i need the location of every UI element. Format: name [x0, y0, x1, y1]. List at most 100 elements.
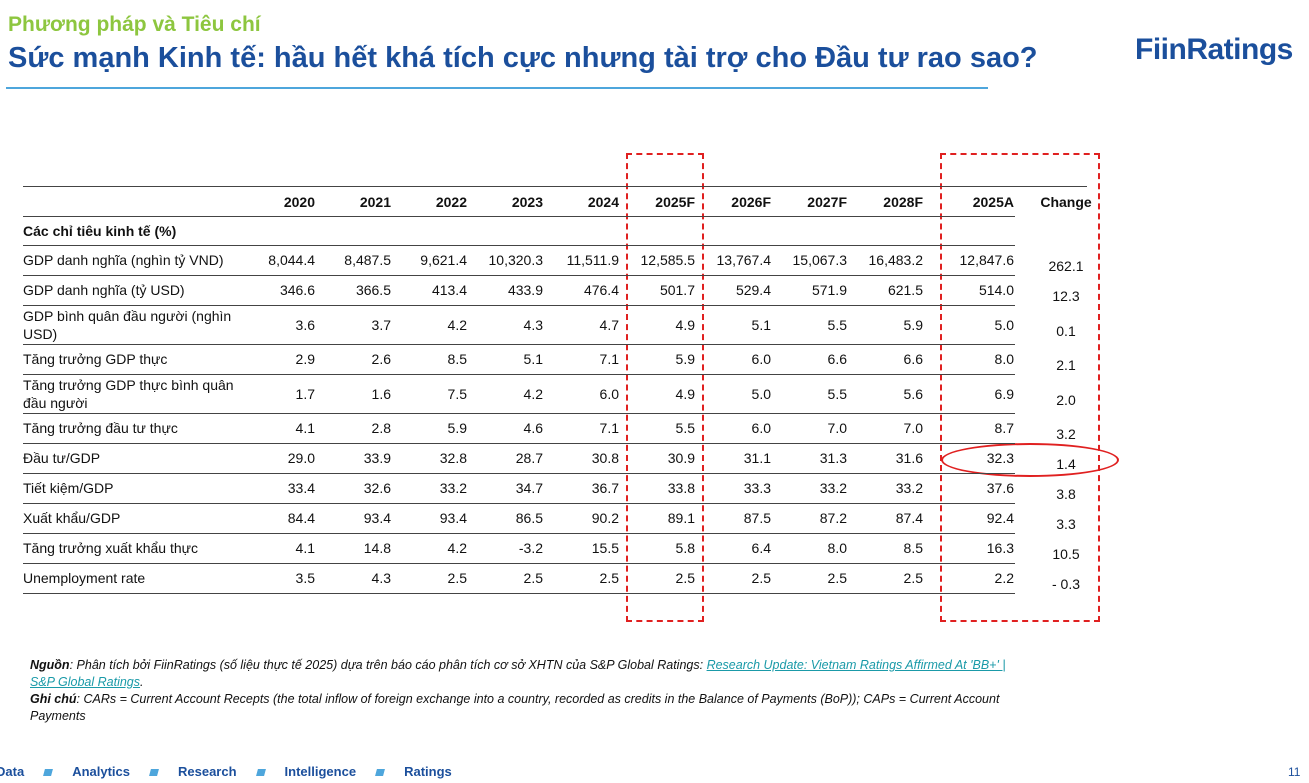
table-cell: 12.3 [1052, 288, 1080, 304]
table-cell: 90.2 [591, 510, 619, 526]
table-cell: 15.5 [591, 540, 619, 556]
table-cell: 89.1 [667, 510, 695, 526]
column-header: 2021 [359, 194, 391, 210]
column-header: 2025F [655, 194, 695, 210]
table-cell: 3.6 [295, 316, 315, 333]
table-rule [23, 413, 1015, 414]
table-cell: 14.8 [363, 540, 391, 556]
footer-item[interactable]: Intelligence [284, 764, 357, 779]
source-text: : Phân tích bởi FiinRatings (số liệu thự… [69, 658, 707, 672]
row-label: Xuất khẩu/GDP [23, 510, 121, 526]
row-label: Tăng trưởng GDP thực [23, 351, 168, 367]
column-header: 2024 [587, 194, 619, 210]
note-text: : CARs = Current Account Recepts (the to… [30, 692, 1000, 723]
table-cell: 366.5 [355, 282, 391, 298]
table-rule [23, 216, 1015, 217]
table-cell: 501.7 [659, 282, 695, 298]
table-cell: 4.6 [523, 420, 543, 436]
table-cell: 4.1 [295, 540, 315, 556]
table-cell: 5.5 [827, 316, 847, 333]
table-cell: 10,320.3 [488, 252, 544, 268]
table-cell: 7.1 [599, 420, 619, 436]
table-cell: 4.9 [675, 385, 695, 402]
table-cell: 6.0 [599, 385, 619, 402]
column-header: 2022 [435, 194, 467, 210]
table-cell: 5.9 [675, 351, 695, 367]
table-cell: 2.5 [903, 570, 923, 586]
table-cell: 2.9 [295, 351, 315, 367]
table-cell: 5.9 [447, 420, 467, 436]
table-cell: 2.0 [1056, 391, 1076, 408]
column-header: 2028F [883, 194, 923, 210]
table-cell: 413.4 [431, 282, 467, 298]
table-cell: 2.1 [1056, 357, 1076, 373]
table-cell: 3.3 [1056, 516, 1076, 532]
row-label: GDP bình quân đầu người (nghìn USD) [23, 307, 232, 342]
footer-item[interactable]: Ratings [404, 764, 452, 779]
table-cell: 6.6 [903, 351, 923, 367]
row-label: Đầu tư/GDP [23, 450, 101, 466]
table-cell: 8,487.5 [344, 252, 391, 268]
page-number: 11 [1288, 765, 1301, 779]
column-header: 2023 [511, 194, 543, 210]
table-rule [23, 533, 1015, 534]
table-cell: 2.5 [827, 570, 847, 586]
logo: FiinRatings [1135, 33, 1293, 66]
table-rule [23, 275, 1015, 276]
table-cell: 5.5 [827, 385, 847, 402]
source-link[interactable]: Research Update: Vietnam Ratings Affirme… [30, 658, 1006, 689]
footer-item[interactable]: Data [0, 764, 25, 779]
table-cell: 6.9 [994, 385, 1014, 402]
table-cell: 34.7 [515, 480, 543, 496]
table-cell: 476.4 [583, 282, 619, 298]
section-label: Các chỉ tiêu kinh tế (%) [23, 223, 177, 239]
table-cell: 32.6 [363, 480, 391, 496]
table-cell: 31.1 [743, 450, 771, 466]
table-cell: 16,483.2 [868, 252, 924, 268]
table-cell: 7.5 [447, 385, 467, 402]
table-cell: 571.9 [811, 282, 847, 298]
table-cell: 433.9 [507, 282, 543, 298]
table-cell: 3.8 [1056, 486, 1076, 502]
row-label: Tiết kiệm/GDP [23, 480, 114, 496]
highlight-ellipse [941, 443, 1119, 477]
table-rule [23, 473, 1015, 474]
column-header: 2026F [731, 194, 771, 210]
table-rule [23, 593, 1015, 594]
footer-nav: Data Analytics Research Intelligence Ratings [0, 764, 452, 779]
footer-item[interactable]: Analytics [72, 764, 130, 779]
table-cell: 262.1 [1048, 258, 1084, 274]
table-cell: 6.6 [827, 351, 847, 367]
table-cell: 4.9 [675, 316, 695, 333]
table-cell: 2.5 [447, 570, 467, 586]
table-cell: 31.6 [895, 450, 923, 466]
highlight-box [626, 153, 704, 622]
table-cell: 346.6 [279, 282, 315, 298]
table-cell: 5.6 [903, 385, 923, 402]
table-cell: 84.4 [287, 510, 315, 526]
table-cell: 6.4 [751, 540, 771, 556]
table-cell: 31.3 [819, 450, 847, 466]
table-cell: 7.0 [903, 420, 923, 436]
table-cell: 5.1 [751, 316, 771, 333]
table-cell: 5.8 [675, 540, 695, 556]
table-cell: 1.7 [295, 385, 315, 402]
table-cell: 529.4 [735, 282, 771, 298]
title-underline [6, 87, 988, 89]
table-cell: 4.7 [599, 316, 619, 333]
table-cell: 3.7 [371, 316, 391, 333]
table-cell: 33.3 [743, 480, 771, 496]
table-cell: 2.2 [994, 570, 1014, 586]
row-label: Tăng trưởng GDP thực bình quân đầu người [23, 376, 234, 411]
footer-item[interactable]: Research [178, 764, 237, 779]
table-cell: 29.0 [287, 450, 315, 466]
table-cell: 93.4 [363, 510, 391, 526]
source-note: Nguồn: Phân tích bởi FiinRatings (số liệ… [30, 658, 1006, 689]
table-cell: 3.5 [295, 570, 315, 586]
table-cell: 36.7 [591, 480, 619, 496]
table-cell: 13,767.4 [716, 252, 772, 268]
table-cell: -3.2 [518, 540, 543, 556]
table-cell: 4.2 [447, 316, 467, 333]
table-cell: 2.8 [371, 420, 391, 436]
